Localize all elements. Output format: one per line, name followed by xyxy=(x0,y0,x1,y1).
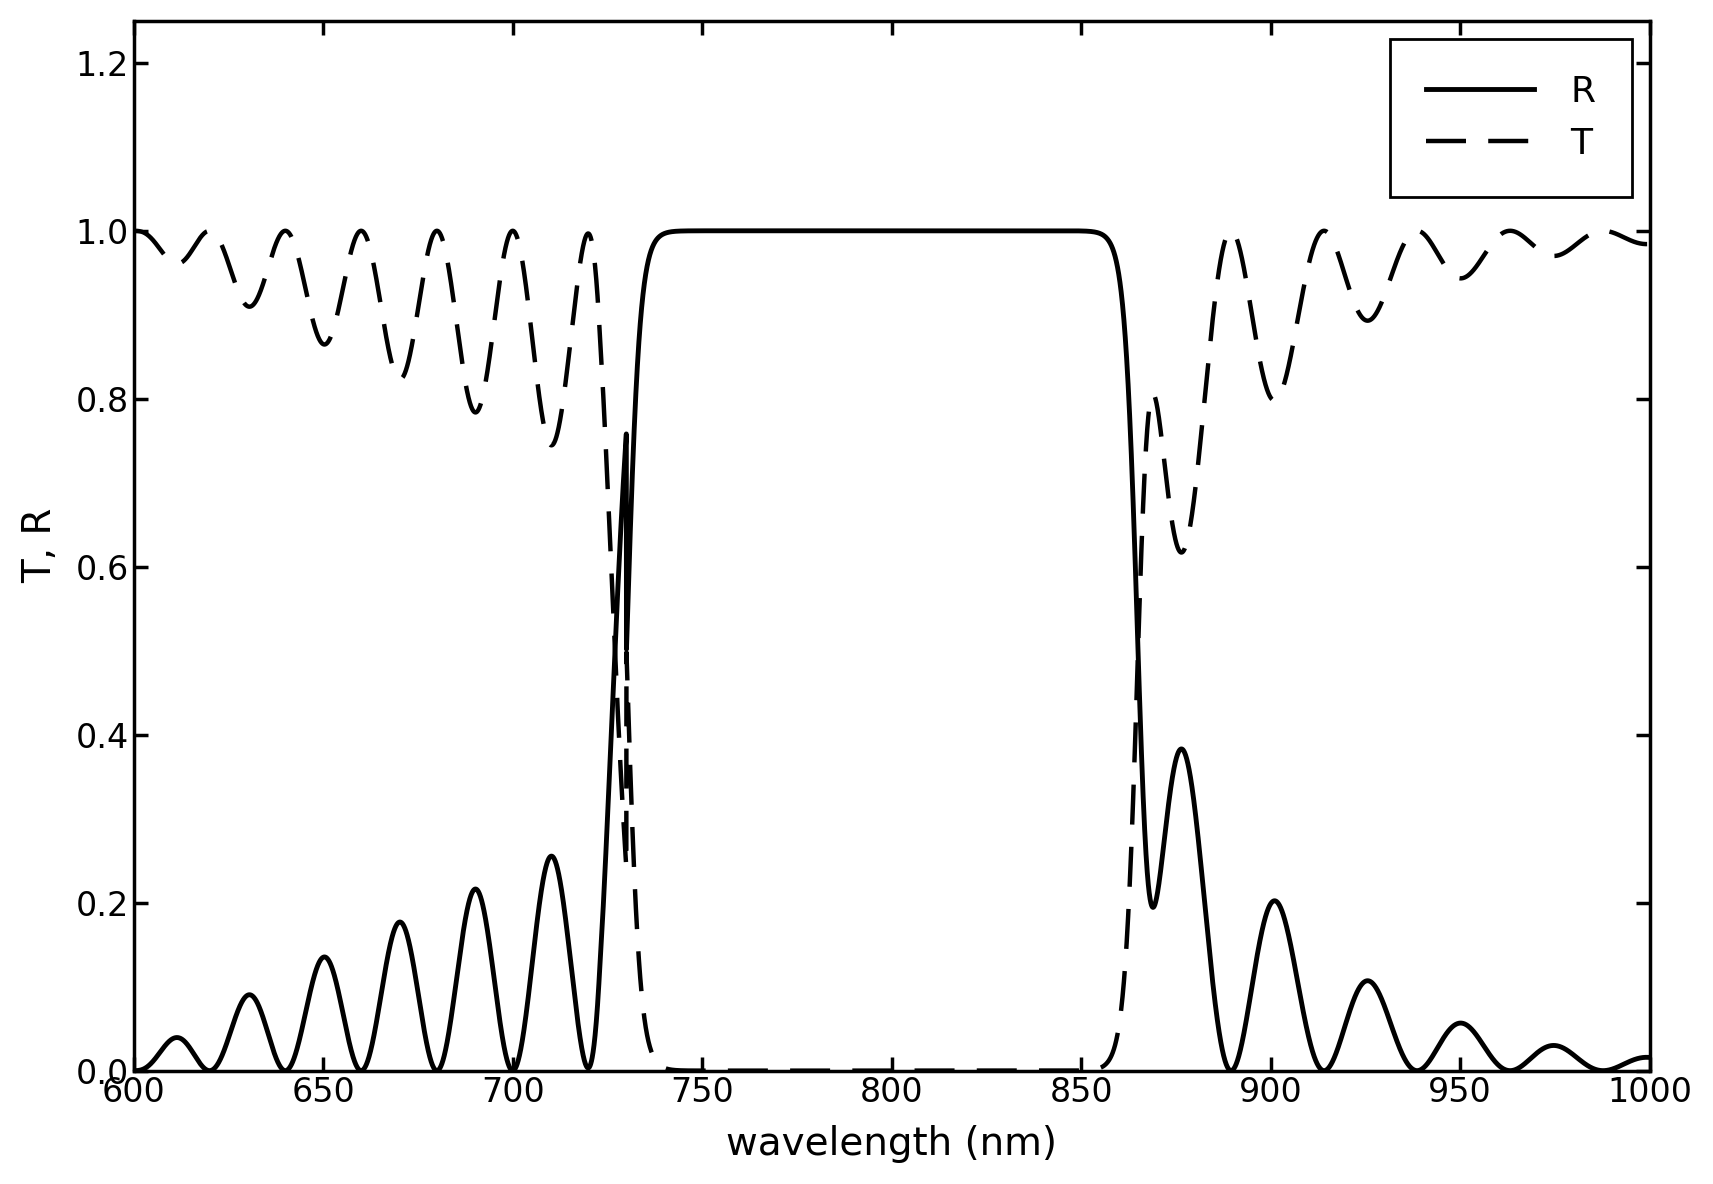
R xyxy=(123,1063,144,1077)
Line: R: R xyxy=(134,231,1650,1070)
T xyxy=(1559,243,1579,257)
T xyxy=(862,1063,882,1077)
T xyxy=(187,236,207,250)
Y-axis label: T, R: T, R xyxy=(21,508,58,584)
R xyxy=(214,1043,235,1057)
Line: T: T xyxy=(134,231,1650,1070)
Legend: R, T: R, T xyxy=(1389,39,1631,198)
R xyxy=(187,1051,207,1066)
T xyxy=(865,1063,886,1077)
T xyxy=(421,233,442,247)
T xyxy=(214,245,235,259)
T xyxy=(130,224,151,238)
T xyxy=(1639,237,1660,251)
R xyxy=(865,224,886,238)
X-axis label: wavelength (nm): wavelength (nm) xyxy=(726,1125,1057,1163)
R xyxy=(130,1063,151,1077)
T xyxy=(123,224,144,238)
R xyxy=(1559,1044,1579,1058)
R xyxy=(421,1054,442,1068)
R xyxy=(862,224,882,238)
R xyxy=(1639,1050,1660,1064)
